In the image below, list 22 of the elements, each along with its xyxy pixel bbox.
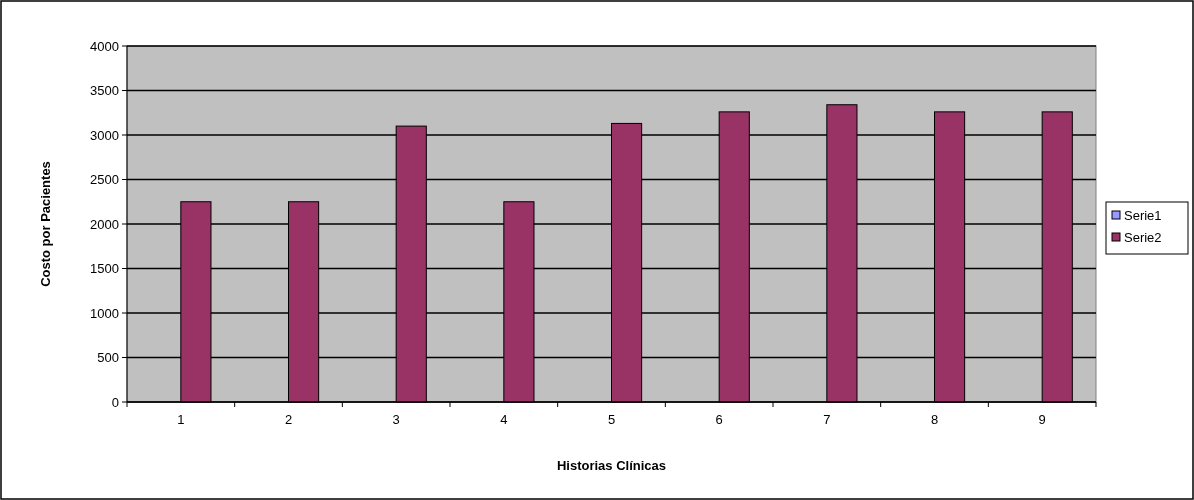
y-tick-label: 2500 <box>90 172 119 188</box>
x-tick-label: 1 <box>177 412 185 427</box>
y-tick-label: 2000 <box>90 216 119 232</box>
legend-label: Serie2 <box>1124 229 1162 245</box>
x-tick-label: 2 <box>284 412 293 427</box>
y-tick-label: 3500 <box>90 83 119 99</box>
x-tick-label: 6 <box>715 412 723 427</box>
x-tick-label: 9 <box>1038 412 1046 427</box>
x-tick-label: 3 <box>392 412 400 427</box>
y-tick-label: 0 <box>111 394 119 410</box>
x-tick-label: 4 <box>500 412 508 427</box>
y-tick-label: 1500 <box>90 261 119 277</box>
y-tick-label: 4000 <box>90 38 119 54</box>
x-tick-label: 7 <box>823 412 831 427</box>
legend-label: Serie1 <box>1124 207 1162 223</box>
x-tick-label: 8 <box>930 412 939 427</box>
y-axis-title: Costo por Pacientes <box>38 161 53 287</box>
y-tick-label: 500 <box>97 350 119 366</box>
y-tick-label: 1000 <box>90 305 119 321</box>
x-axis-title: Historias Clínicas <box>556 458 667 473</box>
y-tick-label: 3000 <box>90 127 119 143</box>
x-tick-label: 5 <box>607 412 616 427</box>
